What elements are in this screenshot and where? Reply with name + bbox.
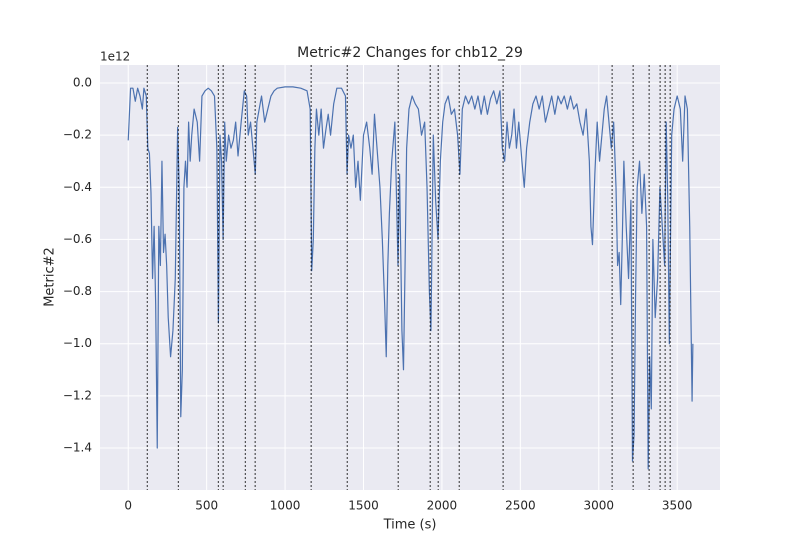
y-tick-label: −0.4 [63, 180, 92, 194]
y-tick-label: −1.2 [63, 388, 92, 402]
x-tick-label: 500 [195, 499, 218, 513]
x-tick-label: 3000 [583, 499, 614, 513]
data-line [127, 86, 694, 470]
x-tick-label: 2500 [505, 499, 536, 513]
x-tick-label: 0 [124, 499, 132, 513]
y-tick-label: −0.6 [63, 232, 92, 246]
y-tick-label: −0.8 [63, 284, 92, 298]
chart-title: Metric#2 Changes for chb12_29 [297, 45, 523, 61]
x-tick-label: 1500 [348, 499, 379, 513]
y-axis-label: Metric#2 [43, 247, 58, 307]
x-tick-label: 3500 [662, 499, 693, 513]
y-tick-label: −1.4 [63, 441, 92, 455]
y-tick-label: 0.0 [73, 75, 92, 89]
y-offset-label: 1e12 [100, 50, 130, 64]
y-tick-label: −1.0 [63, 336, 92, 350]
x-tick-label: 2000 [427, 499, 458, 513]
x-tick-label: 1000 [270, 499, 301, 513]
y-tick-label: −0.2 [63, 128, 92, 142]
x-axis-label: Time (s) [383, 518, 437, 533]
plot-area [100, 65, 720, 490]
